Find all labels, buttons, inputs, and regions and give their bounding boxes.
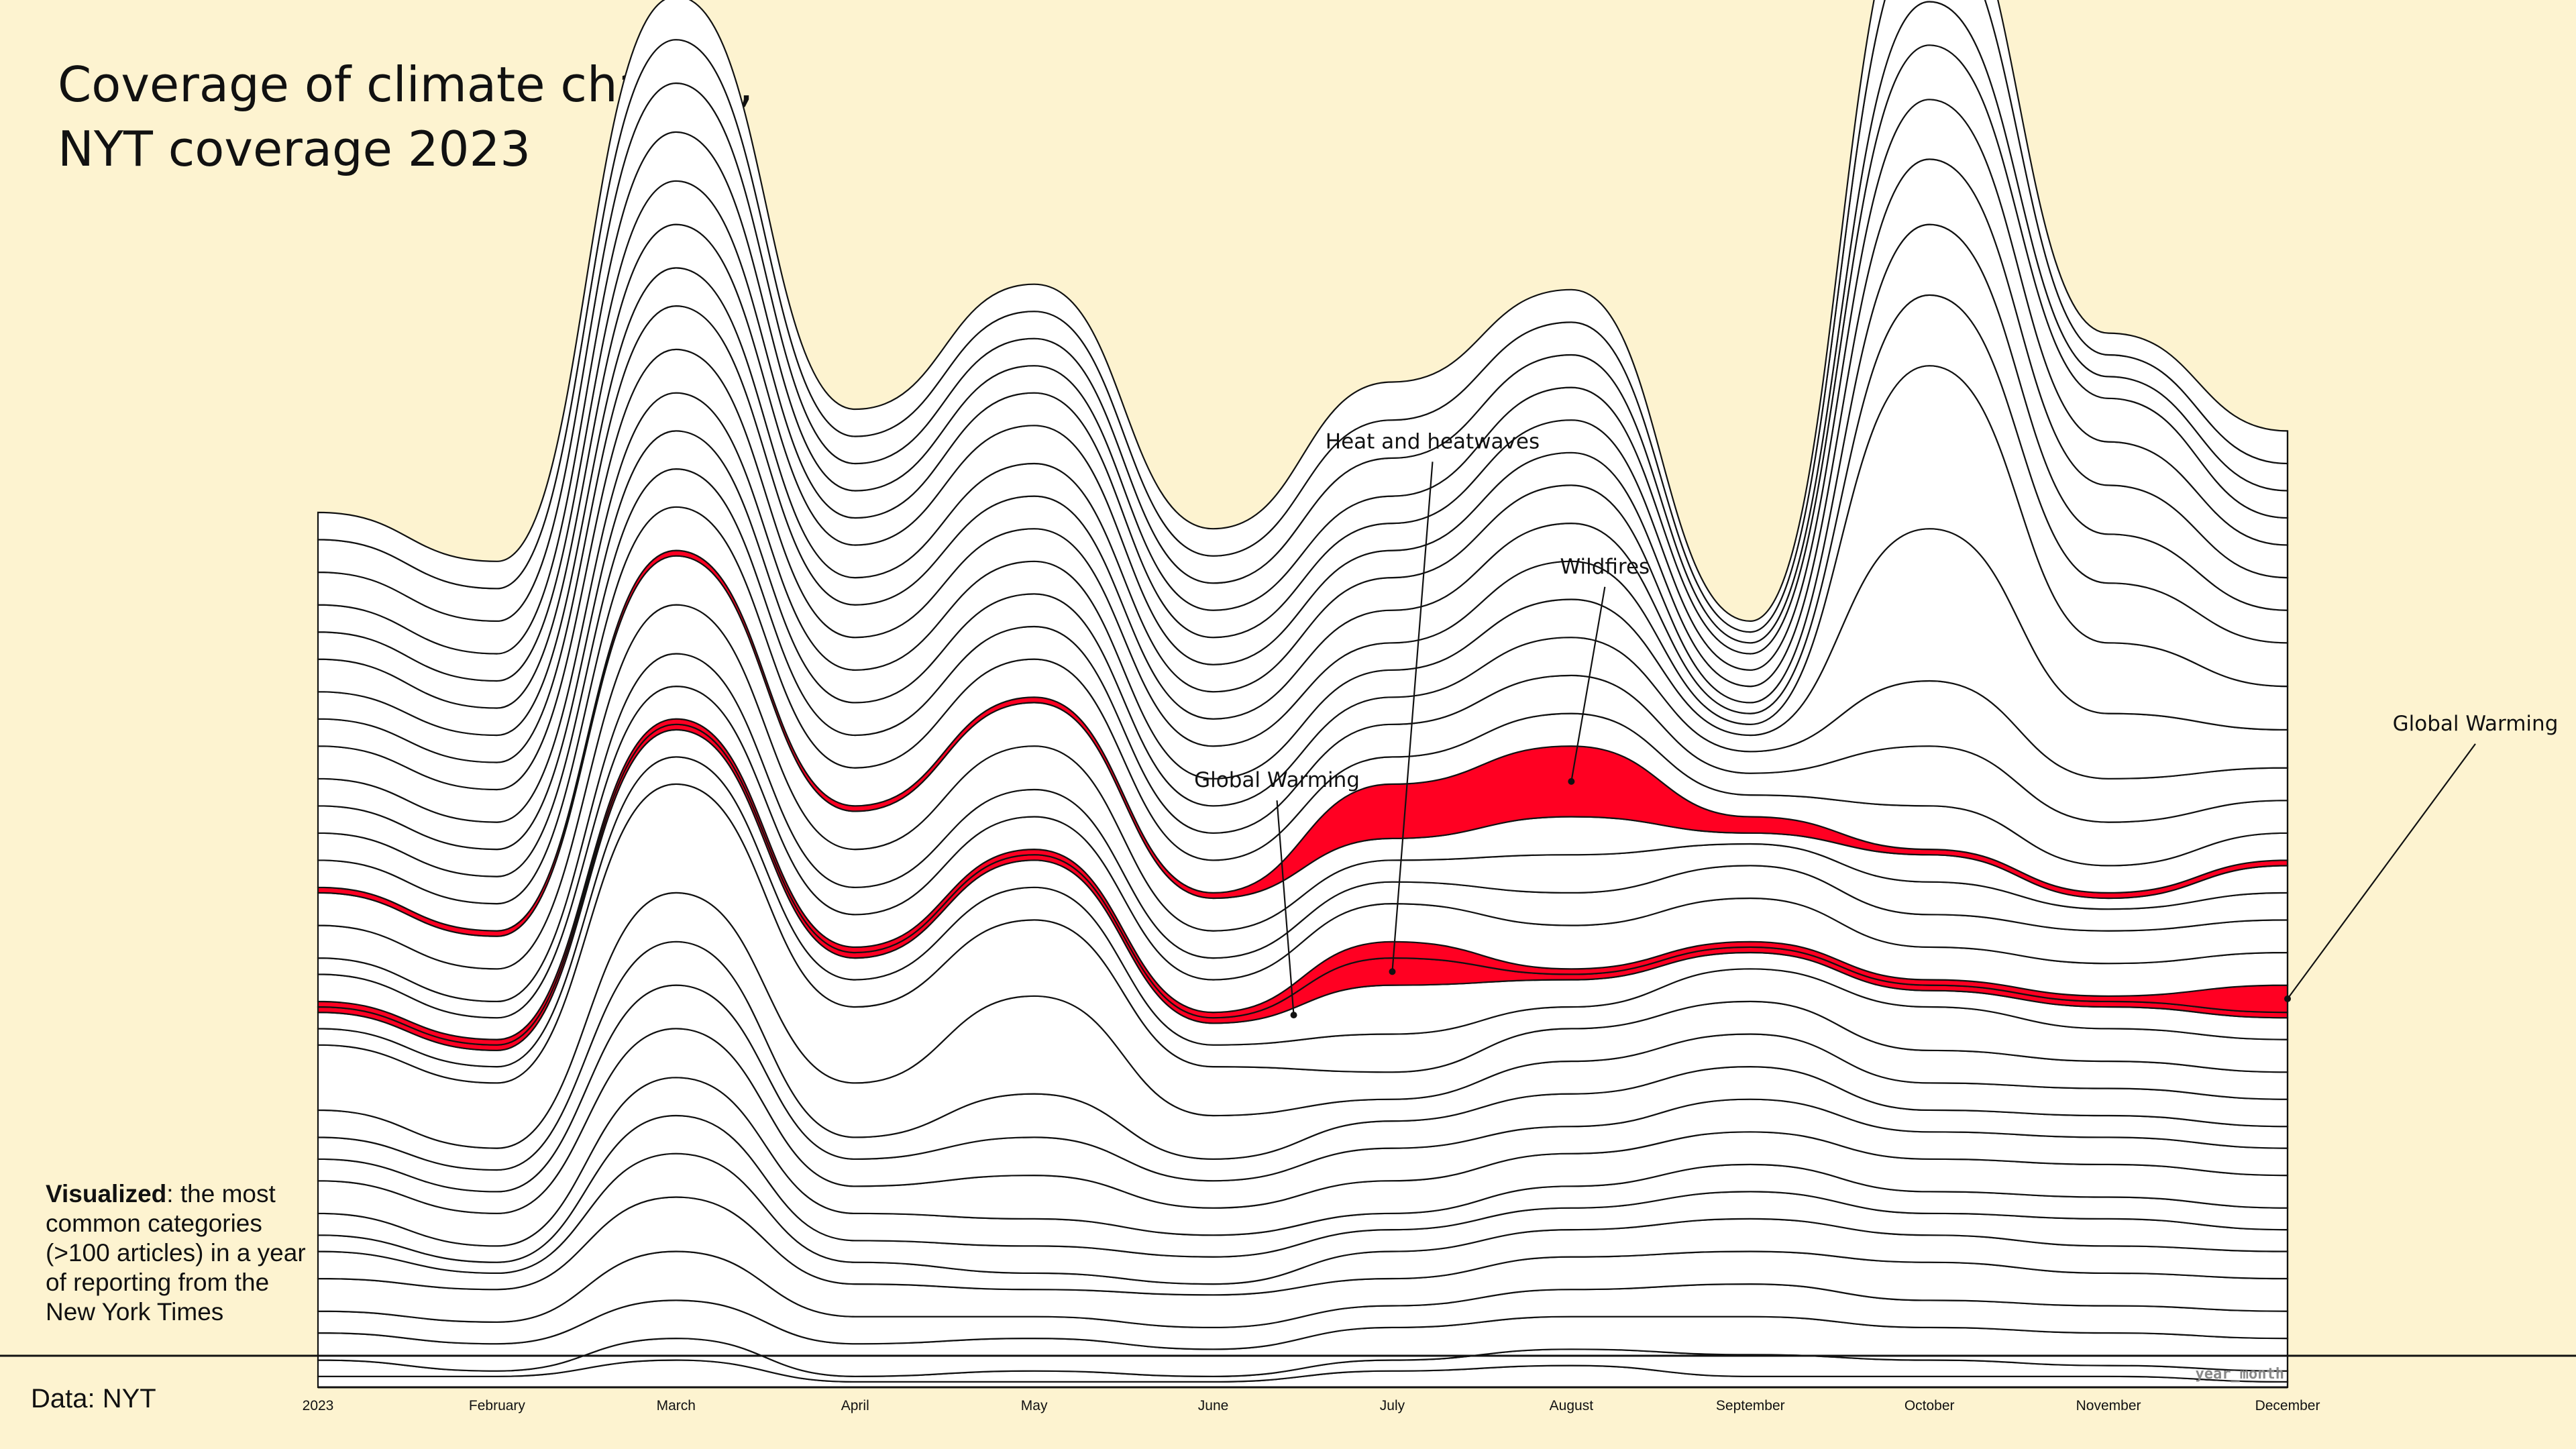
note-bold: Visualized	[46, 1180, 167, 1208]
annotation-leader-line	[1391, 462, 1434, 972]
chart-title-line-2: NYT coverage 2023	[58, 121, 531, 177]
annotation-dot	[1290, 1012, 1297, 1019]
note-text: : the most common categories (>100 artic…	[46, 1180, 306, 1326]
data-source: Data: NYT	[31, 1384, 156, 1413]
x-tick-label: October	[1904, 1398, 1955, 1413]
annotation-leader-line	[2287, 743, 2476, 1000]
x-tick-label: February	[469, 1398, 526, 1413]
annotation-dot	[1389, 968, 1396, 975]
x-tick-label: April	[841, 1398, 869, 1413]
visualization-note: Visualized: the most common categories (…	[46, 1179, 314, 1327]
x-axis-label: year_month	[2196, 1366, 2284, 1383]
x-tick-label: March	[657, 1398, 696, 1413]
x-tick-label: August	[1550, 1398, 1594, 1413]
annotation-leader-line	[1570, 586, 1606, 782]
x-tick-label: December	[2255, 1398, 2320, 1413]
annotation-label: Global Warming	[2393, 712, 2559, 736]
x-tick-label: 2023	[303, 1398, 334, 1413]
annotation-leader-line	[1276, 800, 1295, 1016]
stream-layer-34	[317, 0, 2289, 633]
annotation-dot	[2284, 995, 2291, 1002]
x-tick-label: May	[1021, 1398, 1048, 1413]
x-tick-label: November	[2076, 1398, 2141, 1413]
x-tick-label: June	[1198, 1398, 1229, 1413]
annotations: Global Warming Heat and heatwaves Wildfire…	[1194, 429, 2559, 1019]
annotation-label: Wildfires	[1560, 555, 1650, 579]
x-tick-label: July	[1380, 1398, 1405, 1413]
annotation-dot	[1568, 777, 1575, 785]
x-tick-label: September	[1716, 1398, 1785, 1413]
x-axis-ticks: 2023 February March April May June July August S…	[303, 1398, 2320, 1413]
annotation-label: Heat and heatwaves	[1326, 429, 1540, 453]
stream-layers	[317, 0, 2289, 1389]
annotation-label: Global Warming	[1194, 768, 1360, 792]
